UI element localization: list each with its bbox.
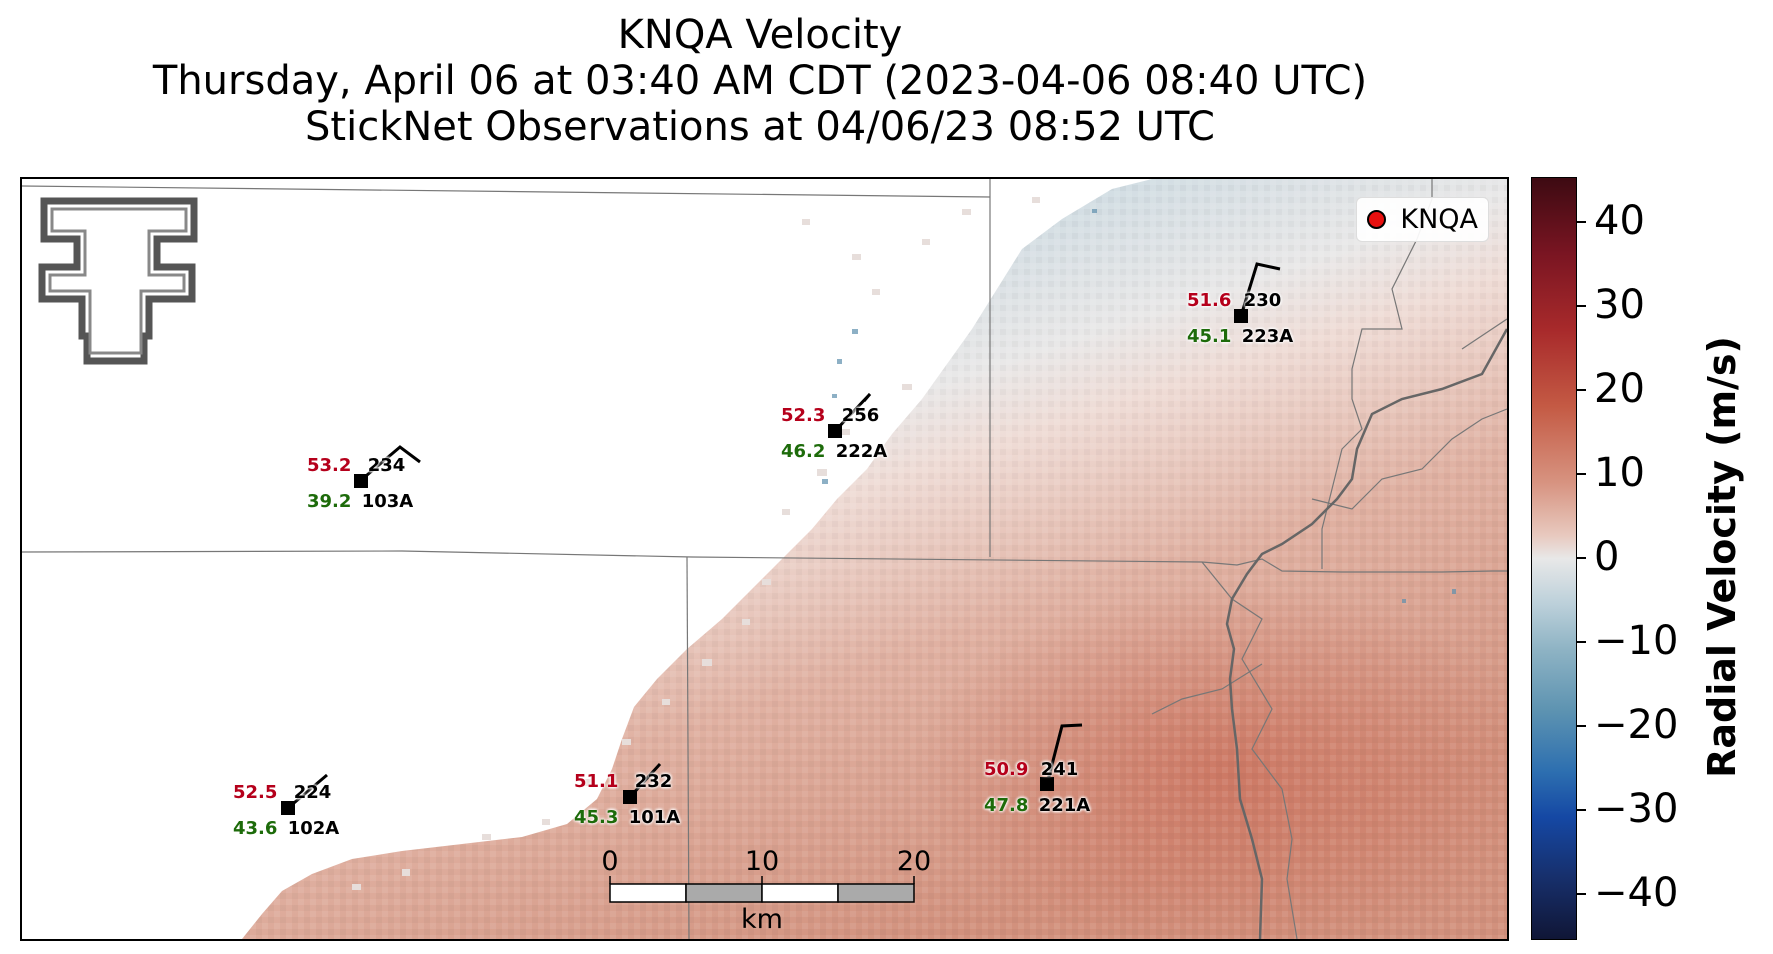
station-dewpoint: 45.3 xyxy=(574,807,619,828)
colorbar-tick xyxy=(1576,725,1586,727)
colorbar-title: Radial Velocity (m/s) xyxy=(1700,336,1744,778)
colorbar-tick xyxy=(1576,641,1586,643)
scale-unit: km xyxy=(741,904,783,935)
scale-bar xyxy=(609,876,915,903)
station-temp: 52.3 xyxy=(781,405,826,426)
station-direction: 241 xyxy=(1040,759,1079,780)
station-direction: 256 xyxy=(841,405,880,426)
colorbar-label-40: 40 xyxy=(1594,198,1645,244)
station-102A-lower: 43.6 102A xyxy=(233,820,339,838)
station-temp: 50.9 xyxy=(984,759,1029,780)
station-direction: 232 xyxy=(634,771,673,792)
station-markers xyxy=(281,309,1248,815)
legend-label: KNQA xyxy=(1400,204,1478,235)
colorbar-tick xyxy=(1576,893,1586,895)
map-datetime: Thursday, April 06 at 03:40 AM CDT (2023… xyxy=(152,58,1368,104)
colorbar-tick xyxy=(1576,473,1586,475)
scale-tick-0: 0 xyxy=(601,846,619,877)
radar-site-marker-icon xyxy=(1367,210,1387,229)
station-222A-lower: 46.2 222A xyxy=(781,443,887,461)
station-222A: 52.3 256 xyxy=(781,407,879,425)
station-223A: 51.6 230 xyxy=(1187,292,1281,310)
station-id: 102A xyxy=(287,818,340,839)
colorbar-tick xyxy=(1576,809,1586,811)
echo-fringe xyxy=(352,197,1040,890)
colorbar-label-neg30: −30 xyxy=(1594,786,1679,832)
colorbar-label-neg20: −20 xyxy=(1594,702,1679,748)
station-101A: 51.1 232 xyxy=(574,773,672,791)
station-temp: 51.1 xyxy=(574,771,619,792)
velocity-map xyxy=(22,179,1507,939)
station-103A-lower: 39.2 103A xyxy=(307,493,413,511)
station-dewpoint: 47.8 xyxy=(984,795,1029,816)
double-t-logo xyxy=(38,197,198,365)
station-dewpoint: 43.6 xyxy=(233,818,278,839)
map-legend: KNQA xyxy=(1356,197,1489,242)
county-boundaries xyxy=(22,179,1507,939)
station-direction: 234 xyxy=(367,455,406,476)
colorbar-tick xyxy=(1576,305,1586,307)
station-223A-lower: 45.1 223A xyxy=(1187,328,1293,346)
station-221A-lower: 47.8 221A xyxy=(984,797,1090,815)
velocity-colorbar xyxy=(1531,177,1577,940)
map-obs-time: StickNet Observations at 04/06/23 08:52 … xyxy=(305,104,1215,150)
station-dewpoint: 45.1 xyxy=(1187,326,1232,347)
station-102A: 52.5 224 xyxy=(233,784,331,802)
station-temp: 52.5 xyxy=(233,782,278,803)
station-direction: 224 xyxy=(293,782,332,803)
river xyxy=(1225,328,1507,939)
station-dewpoint: 46.2 xyxy=(781,441,826,462)
colorbar-tick xyxy=(1576,221,1586,223)
title-block: KNQA Velocity Thursday, April 06 at 03:4… xyxy=(0,12,1520,150)
map-title: KNQA Velocity xyxy=(617,12,903,58)
colorbar-label-10: 10 xyxy=(1594,450,1645,496)
station-103A: 53.2 234 xyxy=(307,457,405,475)
station-id: 101A xyxy=(628,807,681,828)
station-direction: 230 xyxy=(1243,290,1282,311)
station-dewpoint: 39.2 xyxy=(307,491,352,512)
station-id: 221A xyxy=(1038,795,1091,816)
station-id: 222A xyxy=(835,441,888,462)
scale-tick-20: 20 xyxy=(896,846,932,877)
station-101A-lower: 45.3 101A xyxy=(574,809,680,827)
colorbar-label-neg10: −10 xyxy=(1594,618,1679,664)
station-id: 223A xyxy=(1241,326,1294,347)
scale-tick-10: 10 xyxy=(744,846,780,877)
station-temp: 53.2 xyxy=(307,455,352,476)
colorbar-tick xyxy=(1576,557,1586,559)
station-id: 103A xyxy=(361,491,414,512)
colorbar-label-0: 0 xyxy=(1594,534,1620,580)
colorbar-label-30: 30 xyxy=(1594,282,1645,328)
map-panel: KNQA 53.2 234 39.2 103A 52.3 256 46.2 22… xyxy=(20,177,1509,941)
colorbar-label-20: 20 xyxy=(1594,366,1645,412)
station-221A: 50.9 241 xyxy=(984,761,1078,779)
colorbar-label-neg40: −40 xyxy=(1594,870,1679,916)
colorbar-tick xyxy=(1576,389,1586,391)
station-temp: 51.6 xyxy=(1187,290,1232,311)
